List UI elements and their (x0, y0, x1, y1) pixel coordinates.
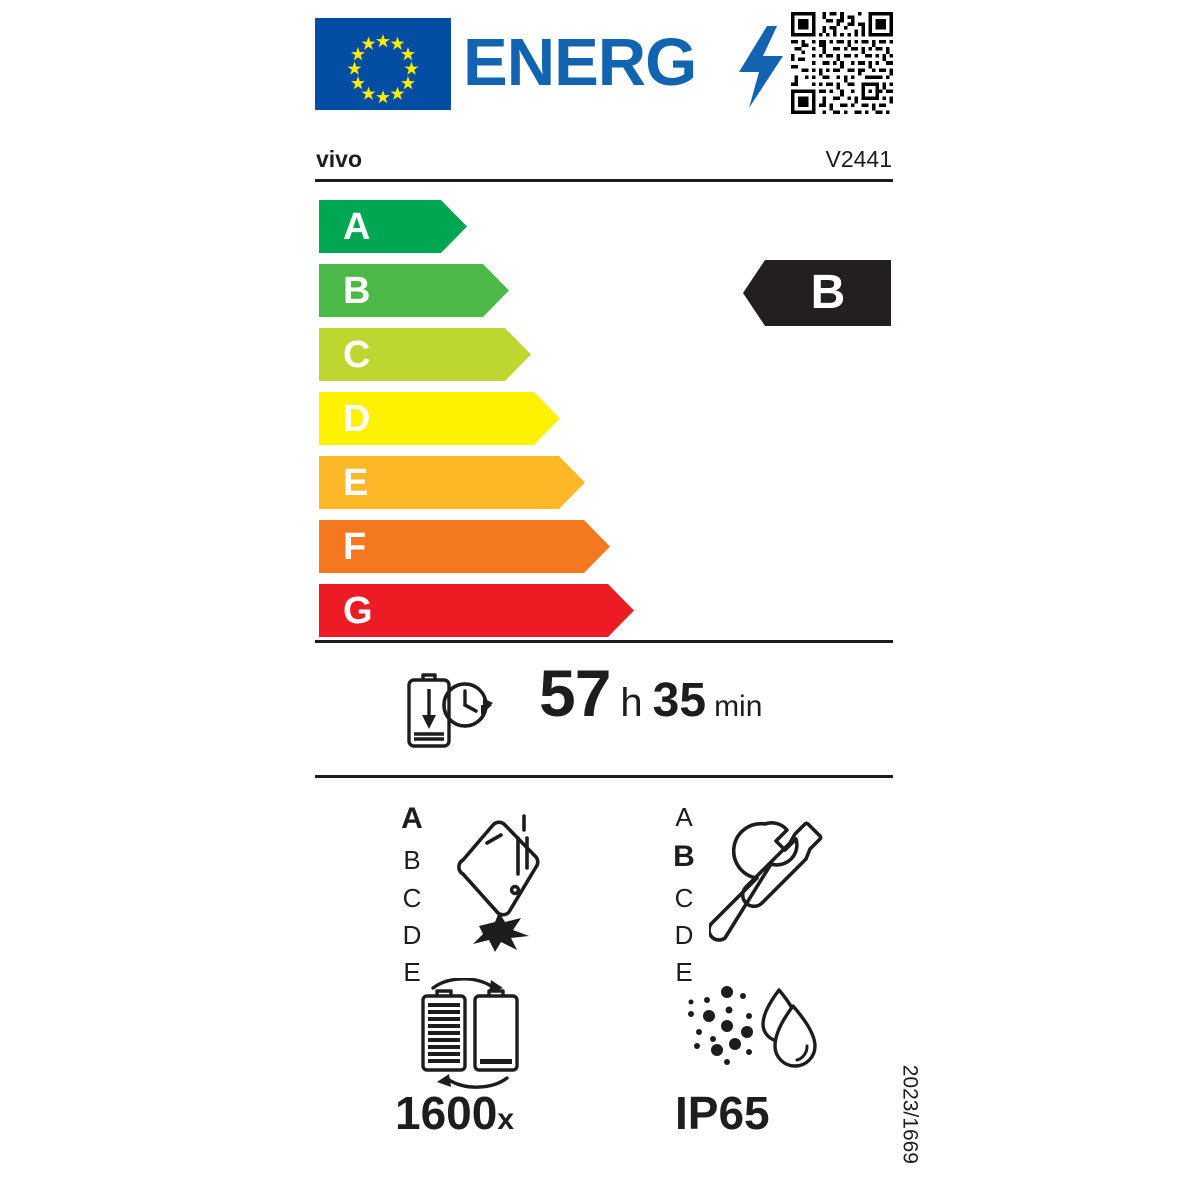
band-letter: G (343, 589, 373, 632)
band-shape (319, 520, 610, 573)
battery-life-row: 57 h 35 min (315, 643, 893, 775)
band-letter: C (343, 333, 371, 376)
repair-letter-d: D (674, 920, 694, 950)
brand-row: vivo V2441 (315, 136, 893, 182)
repair-letter-b: B (673, 840, 695, 873)
ingress-protection-value: IP65 (675, 1087, 770, 1139)
efficiency-scale: A B C D E F G B (315, 200, 893, 640)
model-identifier: V2441 (825, 146, 892, 172)
band-letter: E (343, 461, 369, 504)
divider-top (315, 640, 893, 643)
battery-life-minutes-unit: min (714, 690, 763, 723)
energy-wordmark: ENERG (463, 25, 697, 100)
battery-cycles-number: 1600 (395, 1087, 498, 1139)
eu-stars-icon (347, 34, 419, 104)
lightning-bolt-icon (739, 26, 783, 108)
band-shape (319, 456, 585, 509)
battery-time-icon (407, 673, 495, 748)
drop-letter-b: B (403, 845, 421, 875)
battery-cycles-suffix: x (497, 1103, 515, 1136)
battery-life-minutes: 35 (652, 674, 707, 727)
drop-letter-a: A (401, 802, 423, 835)
scale-band-e: E (319, 456, 585, 509)
battery-cycles-icon (421, 978, 519, 1089)
qr-code-icon (791, 12, 893, 114)
dust-water-icon (688, 986, 817, 1068)
class-grid: A B C D E A B (315, 778, 921, 1170)
phone-drop-icon (457, 814, 540, 952)
scale-band-b: B (319, 264, 509, 317)
band-shape (319, 584, 634, 637)
scale-band-c: C (319, 328, 531, 381)
band-shape (319, 200, 467, 253)
battery-life-value: 57 h 35 min (539, 660, 762, 726)
drop-letter-d: D (402, 920, 422, 950)
repair-letter-c: C (674, 883, 694, 913)
battery-cycles-cell: 1600x (395, 978, 595, 1148)
band-letter: B (343, 269, 371, 312)
scale-band-d: D (319, 392, 560, 445)
energy-class-letter: B (810, 266, 846, 319)
scale-band-a: A (319, 200, 467, 253)
scale-band-f: F (319, 520, 610, 573)
battery-cycles-value: 1600x (395, 1090, 514, 1136)
repair-letter-e: E (675, 957, 693, 987)
band-shape (319, 392, 560, 445)
brand-name: vivo (316, 146, 363, 172)
battery-life-hours: 57 (539, 656, 611, 730)
band-shape (319, 264, 509, 317)
drop-letter-e: E (403, 957, 421, 987)
label-header: ENERG (315, 12, 893, 116)
drop-letter-c: C (402, 883, 422, 913)
drop-resistance-letters: A B C D E (395, 802, 429, 987)
drop-resistance-cell: A B C D E (395, 804, 575, 985)
scale-band-g: G (319, 584, 634, 637)
wrench-screwdriver-icon (709, 821, 823, 942)
energy-label: ENERG (315, 12, 921, 1188)
battery-life-hours-unit: h (620, 681, 643, 725)
eu-flag-icon (315, 18, 451, 110)
ingress-protection-cell: IP65 (667, 978, 867, 1148)
repairability-letters: A B C D E (667, 804, 701, 985)
divider-bottom (315, 775, 893, 778)
band-letter: D (343, 397, 371, 440)
band-shape (319, 328, 531, 381)
repairability-cell: A B C D E (667, 804, 847, 985)
regulation-reference: 2023/1669 (898, 1064, 921, 1164)
band-letter: A (343, 205, 371, 248)
repair-letter-a: A (675, 802, 693, 832)
energy-class-badge: B (743, 260, 891, 326)
band-letter: F (343, 525, 367, 568)
